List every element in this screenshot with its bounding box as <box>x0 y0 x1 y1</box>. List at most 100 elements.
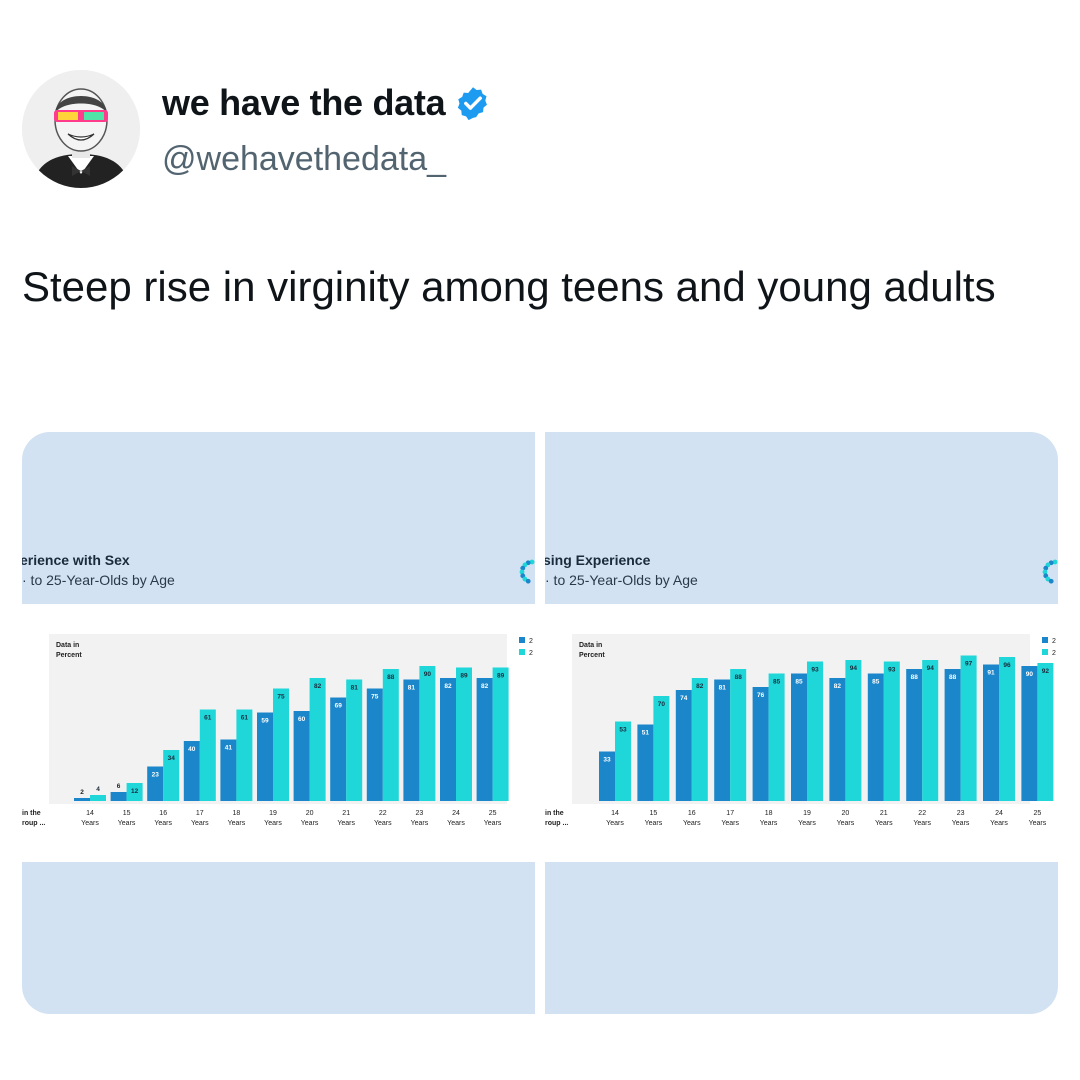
handle[interactable]: @wehavethedata_ <box>162 140 447 178</box>
media-image-right[interactable]: sing Experience · to 25-Year-Olds by Age D… <box>545 432 1058 1014</box>
x-tick-sublabel: Years <box>81 820 99 827</box>
data-label-series1: 6 <box>117 783 121 790</box>
spinner-dot-icon <box>519 569 525 575</box>
x-tick-sublabel: Years <box>447 820 465 827</box>
legend-swatch-2 <box>519 649 525 655</box>
media-image-left[interactable]: erience with Sex · to 25-Year-Olds by Age… <box>22 432 535 1014</box>
spinner-dot-icon <box>1042 569 1048 575</box>
bar-series2 <box>346 679 363 801</box>
data-label-series2: 92 <box>1042 668 1050 675</box>
data-label-series2: 81 <box>351 685 359 692</box>
spinner-dot-icon <box>525 578 531 584</box>
legend-swatch-1 <box>1042 637 1048 643</box>
x-tick-sublabel: Years <box>606 820 624 827</box>
bar-series2 <box>807 661 823 801</box>
x-tick-label: 19 <box>269 810 277 817</box>
data-label-series2: 89 <box>460 673 468 680</box>
x-tick-label: 22 <box>379 810 387 817</box>
ylabel-line1: Data in <box>579 642 602 649</box>
bar-series2 <box>163 750 180 801</box>
data-label-series2: 61 <box>241 715 249 722</box>
media-grid[interactable]: erience with Sex · to 25-Year-Olds by Age… <box>22 432 1058 1014</box>
x-tick-sublabel: Years <box>798 820 816 827</box>
x-tick-label: 20 <box>842 810 850 817</box>
x-tick-label: 15 <box>650 810 658 817</box>
bar-series2 <box>126 783 143 801</box>
spinner-dot-icon <box>1048 578 1054 584</box>
data-label-series2: 34 <box>168 755 176 762</box>
bar-series1 <box>829 678 846 801</box>
ylabel-line2: Percent <box>579 652 605 659</box>
chart-subtitle: · to 25-Year-Olds by Age <box>545 572 698 588</box>
bar-series2 <box>691 678 708 801</box>
data-label-series1: 91 <box>987 670 995 677</box>
x-tick-label: 25 <box>489 810 497 817</box>
bar-series1 <box>366 688 383 801</box>
bar-series1 <box>440 678 456 801</box>
data-label-series1: 82 <box>444 683 452 690</box>
x-tick-sublabel: Years <box>645 820 663 827</box>
data-label-series1: 76 <box>757 692 765 699</box>
bar-series2 <box>845 660 862 801</box>
x-tick-sublabel: Years <box>760 820 778 827</box>
bar-series1 <box>293 711 310 801</box>
bar-series2 <box>999 657 1015 801</box>
x-tick-sublabel: Years <box>1029 820 1047 827</box>
data-label-series1: 81 <box>408 685 416 692</box>
x-tick-label: 24 <box>995 810 1003 817</box>
bar-series2 <box>273 688 289 801</box>
legend-label-2: 2 <box>529 650 533 657</box>
display-name[interactable]: we have the data <box>162 82 446 123</box>
verified-badge-icon <box>458 87 488 121</box>
bar-series1 <box>257 712 273 801</box>
bar-series2 <box>199 709 216 801</box>
data-label-series2: 89 <box>497 673 505 680</box>
row-label-line1: in the <box>22 810 41 817</box>
ylabel-line1: Data in <box>56 642 79 649</box>
data-label-series2: 61 <box>204 715 212 722</box>
x-tick-sublabel: Years <box>191 820 209 827</box>
data-label-series1: 40 <box>188 746 196 753</box>
x-tick-label: 21 <box>342 810 350 817</box>
data-label-series1: 75 <box>371 694 379 701</box>
data-label-series2: 88 <box>735 674 743 681</box>
ylabel-line2: Percent <box>56 652 82 659</box>
bar-series1 <box>752 687 769 801</box>
bar-series1 <box>74 798 90 801</box>
x-tick-label: 22 <box>918 810 926 817</box>
data-label-series2: 82 <box>696 683 704 690</box>
legend-label-2: 2 <box>1052 650 1056 657</box>
legend-label-1: 2 <box>1052 638 1056 645</box>
x-tick-label: 16 <box>688 810 696 817</box>
x-tick-label: 21 <box>880 810 888 817</box>
x-tick-sublabel: Years <box>154 820 172 827</box>
x-tick-label: 25 <box>1034 810 1042 817</box>
data-label-series1: 59 <box>261 718 269 725</box>
data-label-series1: 51 <box>642 730 650 737</box>
x-tick-label: 14 <box>611 810 619 817</box>
avatar[interactable] <box>22 70 140 188</box>
bar-series2 <box>730 669 747 801</box>
bar-series1 <box>867 673 884 801</box>
x-tick-sublabel: Years <box>875 820 893 827</box>
author-name-row: we have the data <box>162 82 491 124</box>
x-tick-label: 17 <box>726 810 734 817</box>
data-label-series1: 88 <box>911 674 919 681</box>
spinner-dot-icon <box>1052 559 1058 565</box>
row-label-line2: roup ... <box>22 820 45 827</box>
x-tick-sublabel: Years <box>990 820 1008 827</box>
x-tick-sublabel: Years <box>118 820 136 827</box>
bar-series1 <box>675 690 692 801</box>
x-tick-sublabel: Years <box>374 820 392 827</box>
chart-header-band <box>22 538 535 604</box>
bar-series1 <box>906 669 923 801</box>
row-label-line1: in the <box>545 810 564 817</box>
x-tick-sublabel: Years <box>411 820 429 827</box>
data-label-series2: 75 <box>277 694 285 701</box>
data-label-series1: 85 <box>795 679 803 686</box>
bar-series2 <box>236 709 253 801</box>
x-tick-sublabel: Years <box>952 820 970 827</box>
data-label-series2: 82 <box>314 683 322 690</box>
bar-series1 <box>944 669 961 801</box>
data-label-series2: 70 <box>658 701 666 708</box>
